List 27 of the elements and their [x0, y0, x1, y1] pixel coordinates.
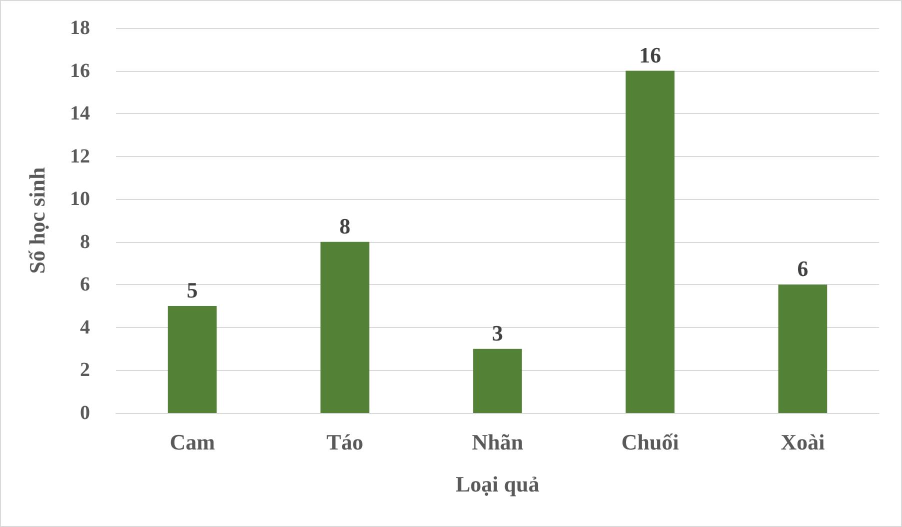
y-tick-label: 12 — [70, 145, 90, 168]
x-tick-label: Chuối — [621, 430, 679, 454]
bar — [778, 284, 828, 413]
y-tick-label: 10 — [70, 188, 90, 210]
y-tick-label: 2 — [80, 359, 90, 382]
y-tick-label: 18 — [70, 17, 90, 39]
bar — [626, 70, 675, 413]
data-label: 3 — [492, 320, 503, 346]
y-tick-label: 16 — [70, 60, 90, 82]
x-axis-title: Loại quả — [456, 472, 540, 496]
y-tick-label: 4 — [80, 316, 90, 338]
x-tick-label: Cam — [170, 430, 215, 454]
y-tick-label: 8 — [80, 230, 90, 253]
bar — [473, 348, 522, 413]
bar — [168, 306, 217, 413]
data-label: 6 — [797, 256, 808, 282]
data-label: 5 — [186, 278, 198, 303]
x-tick-label: Táo — [326, 430, 364, 454]
y-axis-title: Số học sinh — [24, 167, 50, 274]
data-label: 8 — [339, 213, 350, 238]
y-tick-label: 6 — [80, 274, 90, 296]
y-tick-label: 14 — [70, 102, 90, 125]
y-tick-label: 0 — [80, 402, 90, 424]
bar — [320, 242, 370, 413]
x-tick-label: Nhãn — [472, 430, 524, 454]
data-label: 16 — [639, 42, 662, 68]
x-tick-label: Xoài — [780, 430, 825, 454]
